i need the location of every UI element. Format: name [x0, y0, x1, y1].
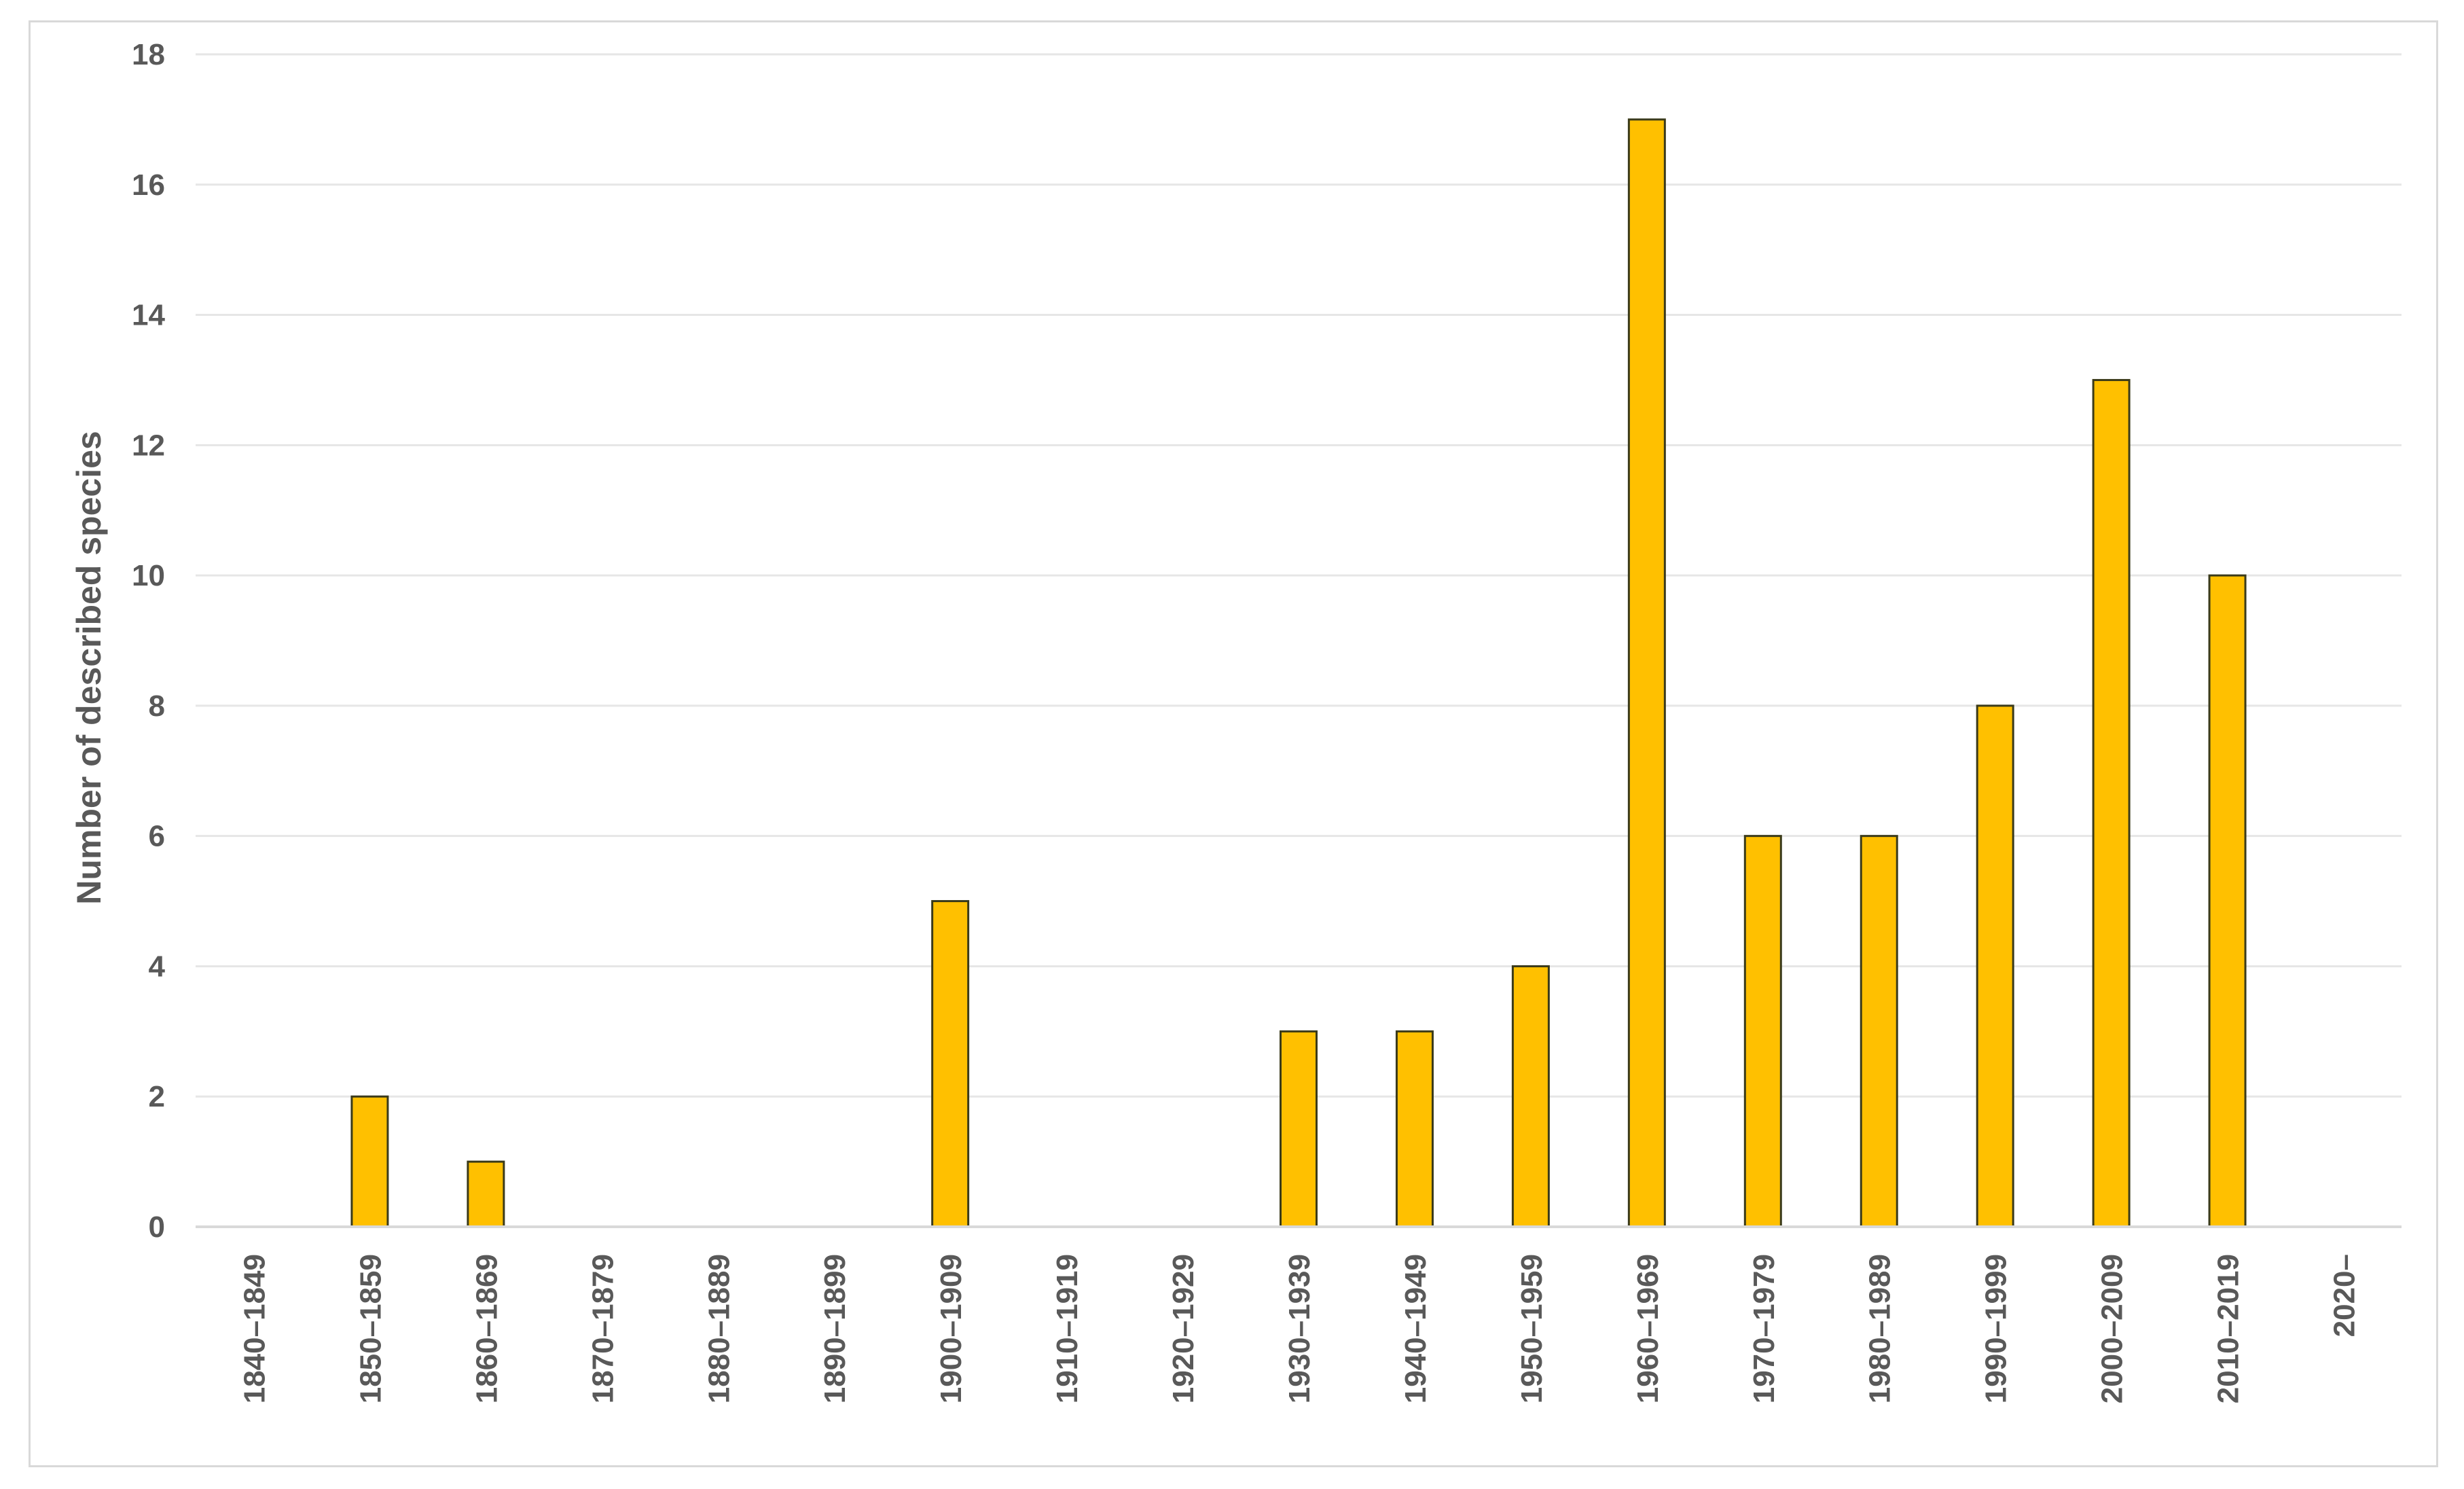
bar [1860, 835, 1898, 1228]
x-tick-label: 1920–1929 [1167, 1254, 1200, 1403]
bar [2092, 378, 2131, 1228]
bar [467, 1160, 505, 1228]
y-axis-title: Number of described species [70, 431, 108, 904]
bar [931, 900, 970, 1228]
x-tick-label: 1950–1959 [1515, 1254, 1548, 1403]
y-tick-label: 18 [132, 38, 165, 71]
x-tick-label: 1980–1989 [1864, 1254, 1897, 1403]
x-tick-label: 1930–1939 [1283, 1254, 1316, 1403]
x-tick-labels: 1840–1849 1850–1859 1860–1869 1870–1879 1880… [238, 1254, 2361, 1403]
y-tick-label: 14 [132, 299, 165, 332]
x-tick-label: 1960–1969 [1631, 1254, 1665, 1403]
x-tick-label: 2020– [2328, 1254, 2361, 1337]
x-tick-label: 2010–2019 [2212, 1254, 2245, 1403]
x-tick-label: 1910–1919 [1051, 1254, 1084, 1403]
x-tick-label: 1890–1899 [818, 1254, 852, 1403]
bar [1280, 1030, 1318, 1228]
y-tick-label: 0 [149, 1210, 165, 1244]
bar [2208, 574, 2247, 1228]
bar [350, 1095, 389, 1228]
bars [350, 118, 2247, 1228]
x-tick-label: 1880–1889 [702, 1254, 736, 1403]
x-tick-label: 1850–1859 [354, 1254, 387, 1403]
y-tick-label: 10 [132, 559, 165, 592]
y-tick-label: 6 [149, 820, 165, 853]
y-tick-label: 2 [149, 1080, 165, 1113]
bar [1976, 704, 2014, 1228]
x-tick-label: 1900–1909 [935, 1254, 968, 1403]
y-tick-label: 16 [132, 168, 165, 202]
x-tick-label: 1860–1869 [470, 1254, 503, 1403]
x-tick-label: 1870–1879 [586, 1254, 619, 1403]
y-tick-label: 8 [149, 689, 165, 723]
x-tick-label: 1840–1849 [238, 1254, 271, 1403]
bar [1511, 965, 1550, 1228]
x-tick-label: 1940–1949 [1399, 1254, 1432, 1403]
y-tick-label: 12 [132, 429, 165, 462]
x-tick-label: 1990–1999 [1980, 1254, 2013, 1403]
gridlines [196, 53, 2402, 1098]
bar [1627, 118, 1666, 1228]
y-tick-label: 4 [149, 950, 166, 983]
y-tick-labels: 0 2 4 6 8 10 12 14 16 18 [132, 38, 165, 1244]
x-tick-label: 2000–2009 [2096, 1254, 2129, 1403]
x-tick-label: 1970–1979 [1747, 1254, 1781, 1403]
bar [1743, 835, 1782, 1228]
bar [1395, 1030, 1434, 1228]
